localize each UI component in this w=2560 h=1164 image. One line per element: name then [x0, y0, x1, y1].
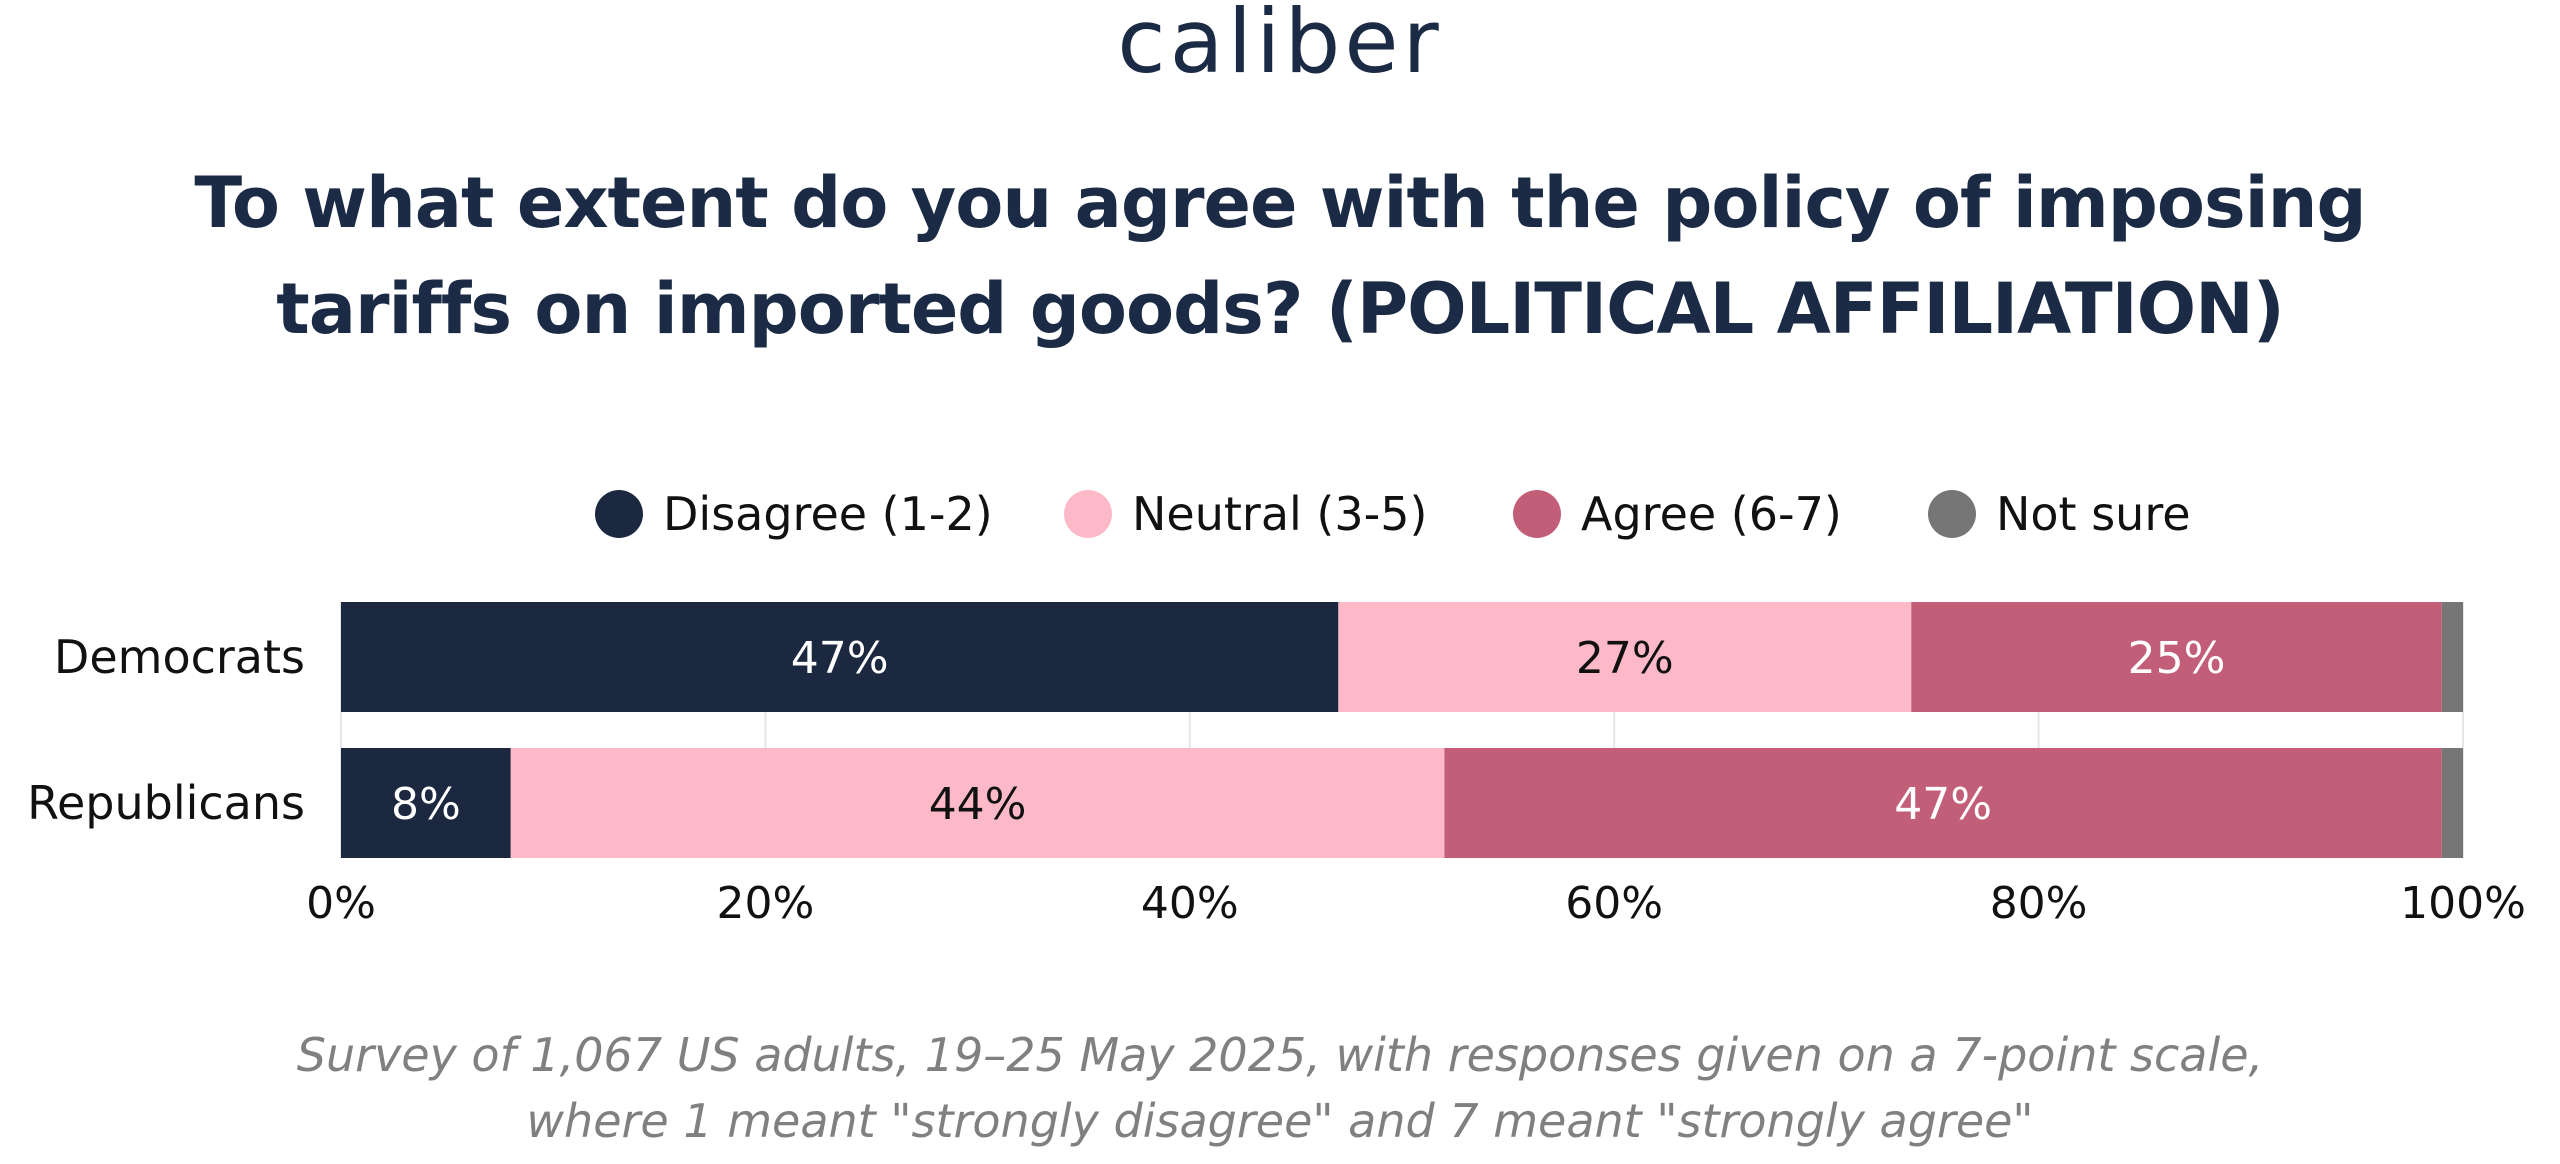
x-tick-label: 0%: [306, 878, 376, 929]
bar-segment: [1444, 748, 2442, 858]
category-label: Democrats: [54, 630, 305, 684]
bar-segment: [341, 748, 511, 858]
bar-segment: [341, 602, 1339, 712]
chart-title-line-1: To what extent do you agree with the pol…: [194, 162, 2366, 244]
bar-value-label: 44%: [929, 779, 1027, 830]
x-tick-label: 60%: [1565, 878, 1663, 929]
bar-value-label: 47%: [791, 633, 889, 684]
legend-swatch: [1928, 490, 1976, 538]
bar-segment: [1911, 602, 2442, 712]
bar-segment: [2441, 748, 2463, 858]
legend-label: Agree (6-7): [1581, 487, 1842, 541]
bar-segment: [510, 748, 1445, 858]
bar-value-label: 25%: [2128, 633, 2226, 684]
bar-value-label: 47%: [1894, 779, 1992, 830]
x-tick-label: 20%: [717, 878, 815, 929]
legend-label: Disagree (1-2): [663, 487, 993, 541]
x-tick-label: 100%: [2400, 878, 2526, 929]
legend-label: Not sure: [1996, 487, 2191, 541]
legend-swatch: [1513, 490, 1561, 538]
caliber-logo: caliber: [1117, 0, 1443, 93]
footnote-line-2: where 1 meant "strongly disagree" and 7 …: [526, 1094, 2034, 1148]
legend-swatch: [1064, 490, 1112, 538]
legend-swatch: [595, 490, 643, 538]
x-tick-label: 40%: [1141, 878, 1239, 929]
bar-segment: [1338, 602, 1912, 712]
x-tick-label: 80%: [1990, 878, 2088, 929]
category-label: Republicans: [27, 776, 305, 830]
bar-value-label: 27%: [1576, 633, 1674, 684]
bar-value-label: 8%: [391, 779, 461, 830]
chart-title: To what extent do you agree with the pol…: [180, 150, 2380, 362]
footnote: Survey of 1,067 US adults, 19–25 May 202…: [0, 1022, 2560, 1154]
footnote-line-1: Survey of 1,067 US adults, 19–25 May 202…: [296, 1028, 2264, 1082]
chart-title-line-2: tariffs on imported goods? (POLITICAL AF…: [276, 268, 2284, 350]
legend-label: Neutral (3-5): [1132, 487, 1427, 541]
bar-segment: [2441, 602, 2463, 712]
